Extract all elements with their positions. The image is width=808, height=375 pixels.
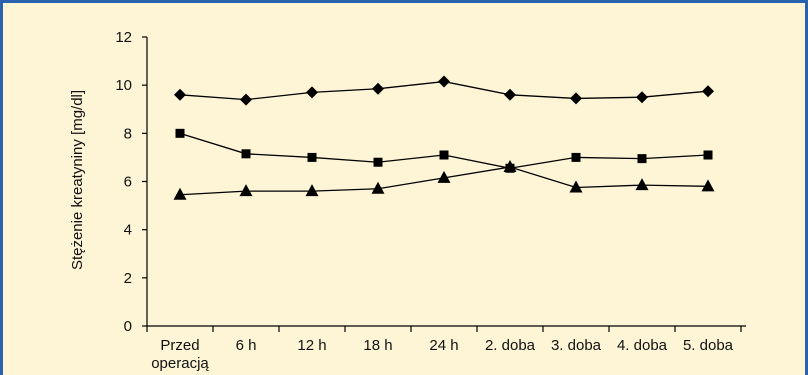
data-point-diamond <box>240 93 252 106</box>
data-point-triangle <box>569 180 583 193</box>
x-tick-label: Przed operacją <box>151 337 209 372</box>
x-tick-label: 12 h <box>297 337 326 354</box>
data-point-square <box>571 152 581 162</box>
y-tick-label: 4 <box>124 222 132 239</box>
data-point-triangle <box>635 178 649 191</box>
x-tick-label: 24 h <box>429 337 458 354</box>
data-point-triangle <box>503 160 517 173</box>
y-tick-label: 8 <box>124 125 132 142</box>
data-point-diamond <box>306 86 318 99</box>
data-point-square <box>175 128 185 138</box>
data-point-diamond <box>438 75 450 88</box>
data-point-square <box>241 149 251 159</box>
y-tick-label: 10 <box>115 77 132 94</box>
data-point-triangle <box>173 187 187 200</box>
data-point-diamond <box>702 85 714 98</box>
data-point-square <box>439 150 449 160</box>
data-point-diamond <box>570 92 582 105</box>
y-tick-label: 12 <box>115 29 132 46</box>
data-point-square <box>703 150 713 160</box>
y-tick-label: 6 <box>124 174 132 191</box>
data-point-diamond <box>174 88 186 101</box>
data-point-diamond <box>636 91 648 104</box>
x-tick-label: 2. doba <box>485 337 536 354</box>
data-point-square <box>637 154 647 164</box>
x-tick-label: 6 h <box>236 337 257 354</box>
tick-labels: 0 2 4 6 8 10 12 Przed operacją 6 h 12 h 18 h 24 h 2. … <box>115 29 733 372</box>
y-tick-label: 0 <box>124 318 132 335</box>
y-axis-title: Stężenie kreatyniny [mg/dl] <box>69 90 86 270</box>
data-point-square <box>307 152 317 162</box>
x-tick-label: 5. doba <box>683 337 734 354</box>
x-tick-label: 4. doba <box>617 337 668 354</box>
data-point-triangle <box>371 181 385 194</box>
data-point-square <box>373 157 383 167</box>
series-markers <box>173 75 715 200</box>
data-point-triangle <box>305 184 319 197</box>
data-point-triangle <box>701 179 715 192</box>
x-tick-label: 18 h <box>363 337 392 354</box>
data-point-diamond <box>504 88 516 101</box>
y-tick-label: 2 <box>124 270 132 287</box>
axes <box>142 36 746 332</box>
x-tick-label: 3. doba <box>551 337 602 354</box>
data-point-diamond <box>372 82 384 95</box>
data-point-triangle <box>239 184 253 197</box>
data-point-triangle <box>437 170 451 183</box>
